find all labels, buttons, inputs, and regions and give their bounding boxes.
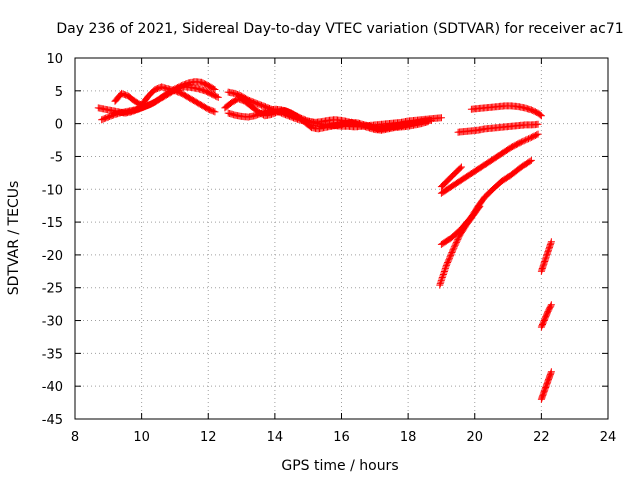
x-tick-label: 8 (71, 430, 79, 445)
y-tick-label: -20 (42, 249, 63, 264)
series-arc-h (454, 120, 542, 136)
y-tick-label: 5 (55, 85, 63, 100)
y-tick-label: -45 (42, 413, 63, 428)
axis-ticks: 8 10 12 14 16 18 20 22 24 10 5 0 -5 -10 -15 -20 -25 -30 -3… (42, 52, 617, 445)
data-markers (224, 105, 432, 134)
y-tick-label: -10 (42, 183, 63, 198)
y-tick-label: -5 (50, 150, 63, 165)
x-tick-label: 22 (533, 430, 550, 445)
series-arc-g (467, 102, 545, 120)
x-tick-label: 20 (466, 430, 483, 445)
data-markers (437, 130, 542, 197)
x-tick-label: 10 (133, 430, 150, 445)
y-axis-label: SDTVAR / TECUs (6, 181, 22, 296)
x-tick-label: 18 (400, 430, 417, 445)
series-arc-o (537, 368, 555, 403)
y-tick-label: -40 (42, 380, 63, 395)
series-arc-m (537, 238, 555, 275)
data-series (94, 78, 555, 403)
data-markers (537, 238, 555, 275)
series-arc-j (437, 130, 542, 197)
grid-lines (75, 58, 608, 419)
y-tick-label: -35 (42, 347, 63, 362)
chart-title: Day 236 of 2021, Sidereal Day-to-day VTE… (56, 21, 623, 37)
series-arc-f (224, 105, 432, 134)
series-arc-c (111, 83, 219, 116)
data-markers (437, 156, 535, 248)
data-markers (537, 301, 555, 331)
data-markers (454, 120, 542, 136)
y-tick-label: 10 (46, 52, 63, 67)
x-tick-label: 16 (333, 430, 350, 445)
data-markers (537, 368, 555, 403)
series-arc-k (437, 156, 535, 248)
x-tick-label: 14 (267, 430, 284, 445)
x-tick-label: 12 (200, 430, 217, 445)
data-markers (436, 202, 484, 289)
y-tick-label: 0 (55, 118, 63, 133)
data-markers (111, 83, 219, 116)
series-arc-n (537, 301, 555, 331)
y-tick-label: -15 (42, 216, 63, 231)
x-axis-label: GPS time / hours (281, 458, 398, 474)
y-tick-label: -25 (42, 282, 63, 297)
series-arc-l (436, 202, 484, 289)
series-arc-i (437, 163, 465, 191)
y-tick-label: -30 (42, 315, 63, 330)
data-markers (467, 102, 545, 120)
x-tick-label: 24 (600, 430, 617, 445)
data-markers (437, 163, 465, 191)
